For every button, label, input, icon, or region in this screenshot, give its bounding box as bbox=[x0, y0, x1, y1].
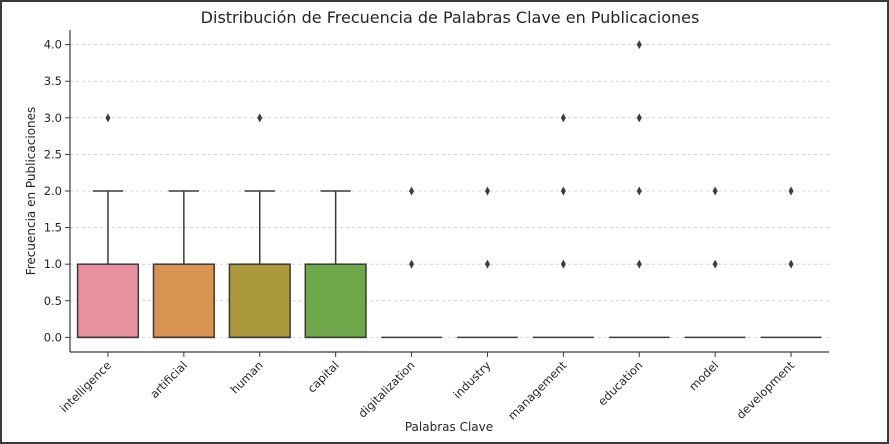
outlier-point bbox=[484, 186, 490, 196]
boxes bbox=[76, 40, 822, 339]
outlier-point bbox=[788, 186, 794, 196]
box-artificial bbox=[152, 190, 215, 339]
box-management bbox=[532, 113, 594, 339]
x-tick-label: management bbox=[505, 358, 570, 423]
outlier-point bbox=[484, 259, 490, 269]
chart-title: Distribución de Frecuencia de Palabras C… bbox=[201, 8, 700, 27]
box-intelligence bbox=[76, 113, 140, 339]
outlier-point bbox=[409, 186, 415, 196]
outlier-point bbox=[409, 259, 415, 269]
outlier-point bbox=[636, 186, 642, 196]
outlier-point bbox=[636, 40, 642, 50]
y-axis-ticks: 0.0 0.5 1.0 1.5 2.0 2.5 3.0 3.5 4.0 bbox=[44, 38, 70, 344]
box-human bbox=[228, 113, 291, 339]
box-body bbox=[152, 263, 215, 339]
outlier-point bbox=[712, 259, 718, 269]
x-tick-label: digitalization bbox=[355, 358, 417, 420]
x-tick-label: model bbox=[686, 358, 721, 393]
box-education bbox=[608, 40, 670, 339]
outlier-point bbox=[636, 259, 642, 269]
x-axis-ticks: intelligence artificial human capital digita… bbox=[57, 352, 798, 423]
outlier-point bbox=[560, 259, 566, 269]
y-axis-label: Frecuencia en Publicaciones bbox=[24, 107, 38, 276]
outlier-point bbox=[105, 113, 111, 123]
x-tick-label: education bbox=[595, 358, 645, 408]
y-tick-label: 1.5 bbox=[44, 221, 62, 235]
y-tick-label: 3.5 bbox=[44, 74, 62, 88]
x-tick-label: intelligence bbox=[57, 358, 114, 415]
x-axis-label: Palabras Clave bbox=[405, 420, 493, 434]
y-tick-label: 1.0 bbox=[44, 257, 62, 271]
x-tick-label: development bbox=[734, 358, 798, 422]
y-tick-label: 0.5 bbox=[44, 294, 62, 308]
outlier-point bbox=[712, 186, 718, 196]
x-tick-label: human bbox=[228, 358, 266, 396]
box-capital bbox=[304, 190, 367, 339]
outlier-point bbox=[560, 186, 566, 196]
y-tick-label: 4.0 bbox=[44, 38, 62, 52]
y-tick-label: 0.0 bbox=[44, 330, 62, 344]
x-tick-label: capital bbox=[305, 358, 342, 395]
y-tick-label: 2.0 bbox=[44, 184, 62, 198]
box-body bbox=[304, 263, 367, 339]
box-digitalization bbox=[381, 186, 442, 339]
box-model bbox=[684, 186, 746, 339]
box-body bbox=[76, 263, 140, 339]
box-industry bbox=[457, 186, 518, 339]
outlier-point bbox=[257, 113, 263, 123]
box-development bbox=[760, 186, 822, 339]
outlier-point bbox=[560, 113, 566, 123]
y-tick-label: 2.5 bbox=[44, 147, 62, 161]
x-tick-label: industry bbox=[450, 358, 493, 401]
outlier-point bbox=[636, 113, 642, 123]
x-tick-label: artificial bbox=[147, 358, 190, 401]
y-tick-label: 3.0 bbox=[44, 111, 62, 125]
box-body bbox=[228, 263, 291, 339]
outlier-point bbox=[788, 259, 794, 269]
